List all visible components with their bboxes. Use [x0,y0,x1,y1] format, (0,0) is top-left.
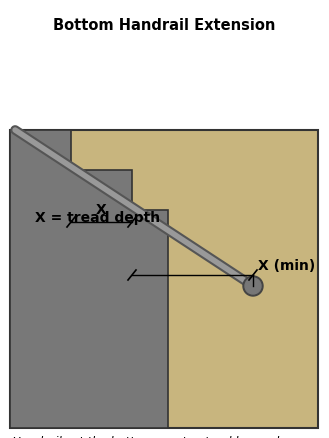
Text: Handrails at the bottom must extend beyond: Handrails at the bottom must extend beyo… [12,436,279,438]
Text: Bottom Handrail Extension: Bottom Handrail Extension [53,18,275,33]
Circle shape [243,276,263,296]
Circle shape [245,278,261,294]
Bar [10,130,318,428]
Text: X = tread depth: X = tread depth [35,211,160,225]
Text: X (min): X (min) [258,259,315,273]
Text: X: X [96,203,107,217]
Polygon shape [10,130,168,428]
